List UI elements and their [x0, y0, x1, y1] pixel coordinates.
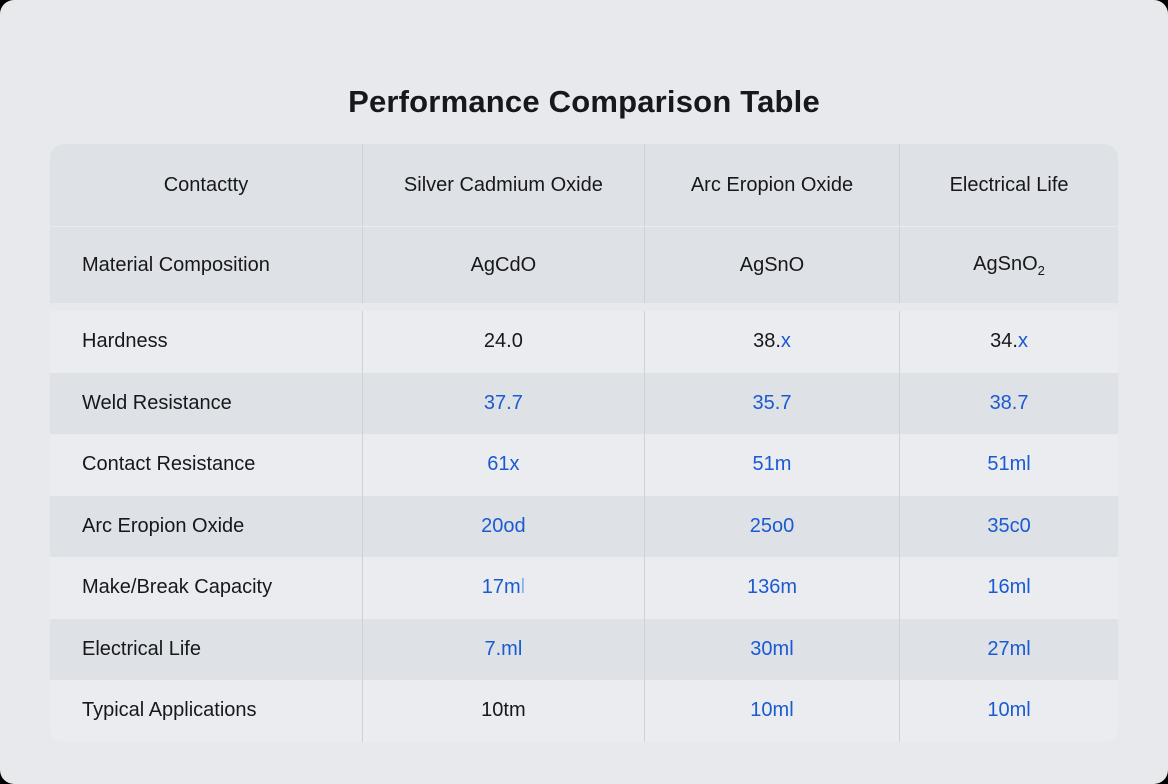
cell-value: 25o0	[645, 495, 901, 557]
table-row: Make/Break Capacity 17m l 136m 16ml	[50, 557, 1118, 619]
cell-value: 38. x	[645, 311, 901, 373]
cell-value: 38.7	[900, 373, 1118, 435]
column-header: Silver Cadmium Oxide	[363, 144, 645, 226]
table-row: Electrical Life 7.ml 30ml 27ml	[50, 618, 1118, 681]
cell-value: 34. x	[900, 311, 1118, 373]
row-label: Arc Eropion Oxide	[50, 495, 363, 557]
cell-value: AgSnO2	[900, 227, 1118, 303]
cell-value-part: AgCdO	[470, 253, 537, 276]
cell-value-part: 35.7	[752, 391, 792, 414]
table-row: Contact Resistance 61x 51m 51ml	[50, 434, 1118, 496]
cell-value: 10ml	[900, 680, 1118, 742]
cell-value-part: 37.7	[483, 391, 523, 414]
cell-value-part: 35c0	[987, 514, 1031, 537]
row-label: Electrical Life	[50, 618, 363, 680]
cell-value: 16ml	[900, 557, 1118, 619]
table-row: Typical Applications 10tm 10ml 10ml	[50, 680, 1118, 742]
row-label: Weld Resistance	[50, 372, 363, 434]
table-header-row: Contactty Silver Cadmium Oxide Arc Eropion…	[50, 144, 1118, 227]
cell-value-part: 38.7	[989, 391, 1029, 414]
cell-value: 17m l	[363, 557, 645, 619]
row-label: Typical Applications	[50, 680, 363, 742]
cell-value-part: 24.0	[483, 330, 523, 353]
row-label: Material Composition	[50, 227, 363, 303]
row-label: Make/Break Capacity	[50, 557, 363, 619]
cell-value: 27ml	[900, 619, 1118, 681]
cell-value-part: AgSnO2	[973, 252, 1045, 278]
cell-value-part: x	[1017, 330, 1028, 353]
cell-value-part: 7.ml	[484, 637, 523, 660]
cell-value: 61x	[363, 434, 645, 496]
column-header: Contactty	[50, 144, 363, 226]
cell-value-part: 34.	[990, 330, 1018, 353]
column-header: Arc Eropion Oxide	[645, 144, 901, 226]
cell-value-part: 10ml	[987, 699, 1031, 722]
cell-value-part: 30ml	[750, 637, 794, 660]
column-header: Electrical Life	[949, 173, 1069, 196]
cell-value-part: 20od	[481, 514, 526, 537]
cell-value: AgCdO	[363, 227, 645, 303]
cell-value: 7.ml	[363, 618, 645, 680]
cell-value-part: 10ml	[750, 699, 794, 722]
cell-value-part: 61x	[487, 453, 520, 476]
cell-value-part: 38.	[753, 330, 781, 353]
cell-value: 35c0	[900, 496, 1118, 558]
cell-value-part: 51m	[752, 453, 792, 476]
row-label: Hardness	[50, 311, 363, 373]
cell-value: 20od	[363, 495, 645, 557]
cell-value-part: 27ml	[987, 637, 1031, 660]
cell-value-part: 25o0	[749, 514, 795, 537]
table-row: Hardness 24.0 38. x 34. x	[50, 311, 1118, 373]
cell-value: 51m	[645, 434, 901, 496]
cell-value: 51ml	[900, 434, 1118, 496]
cell-value-part: 16ml	[987, 576, 1031, 599]
cell-value-part: AgSnO	[739, 253, 805, 276]
cell-value-part: x	[780, 330, 791, 353]
cell-value: 10ml	[645, 680, 901, 742]
cell-value-part: 17m	[481, 576, 521, 599]
table-body: Hardness 24.0 38. x 34. x Weld Resistance 37.7 3…	[50, 311, 1118, 742]
cell-value-part: l	[520, 576, 526, 599]
cell-value-part: 10tm	[481, 699, 526, 722]
cell-value: 30ml	[645, 618, 901, 680]
comparison-table: Contactty Silver Cadmium Oxide Arc Eropion…	[50, 144, 1118, 742]
page-title: Performance Comparison Table	[348, 84, 820, 119]
table-row: Arc Eropion Oxide 20od 25o0 35c0	[50, 495, 1118, 558]
cell-value-part: 136m	[746, 576, 797, 599]
table-row: Weld Resistance 37.7 35.7 38.7	[50, 372, 1118, 435]
table-row: Material Composition AgCdO AgSnO AgSnO2	[50, 227, 1118, 303]
cell-value: AgSnO	[645, 227, 901, 303]
cell-value: 37.7	[363, 372, 645, 434]
cell-value: 35.7	[645, 372, 901, 434]
cell-value-part: 51ml	[987, 453, 1031, 476]
table-section-divider	[50, 303, 1118, 311]
cell-value: 10tm	[363, 680, 645, 742]
row-label: Contact Resistance	[50, 434, 363, 496]
cell-value: 24.0	[363, 311, 645, 373]
cell-value: 136m	[645, 557, 901, 619]
